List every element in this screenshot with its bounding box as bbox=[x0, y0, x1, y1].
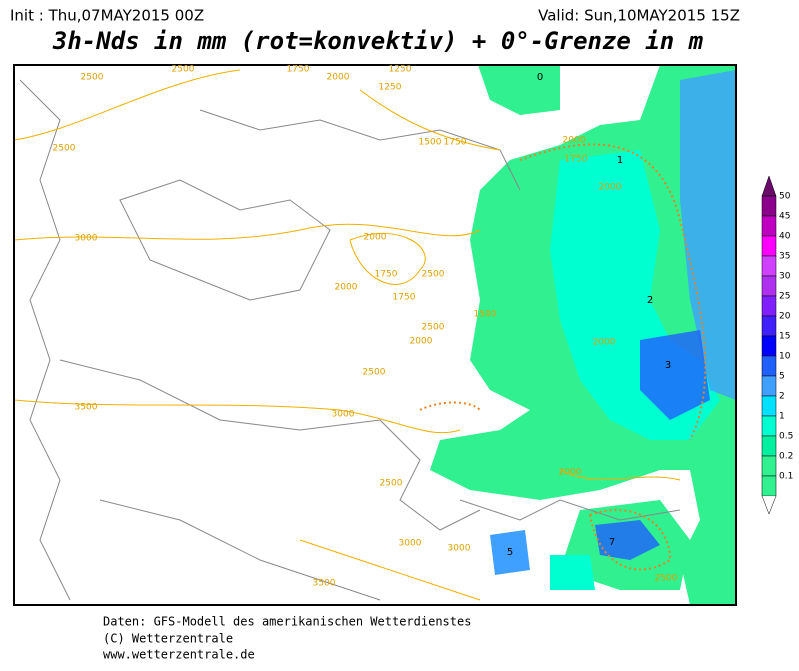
legend-label: 40 bbox=[779, 232, 791, 242]
legend-swatch bbox=[761, 215, 777, 237]
contour-label: 1750 bbox=[375, 270, 398, 280]
legend-swatch bbox=[761, 395, 777, 417]
map-frame bbox=[13, 64, 737, 606]
precip-area bbox=[440, 440, 620, 480]
contour-label: 1750 bbox=[393, 293, 416, 303]
legend-label: 45 bbox=[779, 212, 790, 222]
legend-swatch bbox=[761, 195, 777, 217]
contour-label: 2500 bbox=[380, 479, 403, 489]
legend-top-arrow bbox=[761, 175, 777, 197]
precip-area bbox=[595, 520, 660, 560]
contour-label: 2000 bbox=[335, 283, 358, 293]
legend-label: 35 bbox=[779, 252, 790, 262]
footer-line: www.wetterzentrale.de bbox=[103, 648, 255, 662]
valid-time: Valid: Sun,10MAY2015 15Z bbox=[538, 7, 740, 25]
map-area bbox=[13, 64, 737, 606]
precip-label: 0 bbox=[537, 72, 543, 83]
legend-bottom-arrow bbox=[761, 495, 777, 515]
contour-label: 2000 bbox=[327, 73, 350, 83]
precip-label: 7 bbox=[609, 537, 615, 548]
contour-label: 2000 bbox=[563, 136, 586, 146]
contour-label: 2500 bbox=[53, 144, 76, 154]
contour-label: 3500 bbox=[75, 403, 98, 413]
legend-label: 25 bbox=[779, 292, 790, 302]
init-time: Init : Thu,07MAY2015 00Z bbox=[10, 7, 204, 25]
legend-swatch bbox=[761, 315, 777, 337]
contour-label: 2000 bbox=[593, 338, 616, 348]
legend-swatch bbox=[761, 415, 777, 437]
legend: 50 45 40 35 30 25 20 15 10 5 2 1 0.5 0.2 0.1 bbox=[761, 175, 793, 515]
legend-label: 1 bbox=[779, 412, 785, 422]
legend-label: 30 bbox=[779, 272, 791, 282]
legend-swatch bbox=[761, 435, 777, 457]
contour-label: 2000 bbox=[559, 468, 582, 478]
convective-contours bbox=[419, 143, 707, 571]
legend-swatch bbox=[761, 275, 777, 297]
contour-label: 2000 bbox=[410, 337, 433, 347]
contour-label: 3000 bbox=[399, 539, 422, 549]
legend-label: 2 bbox=[779, 392, 785, 402]
contour-label: 2500 bbox=[422, 270, 445, 280]
precip-area bbox=[550, 555, 595, 590]
legend-swatch bbox=[761, 375, 777, 397]
footer-line: (C) Wetterzentrale bbox=[103, 632, 233, 646]
contour-label: 1250 bbox=[389, 65, 412, 75]
coastlines bbox=[19, 79, 681, 601]
precip-label: 1 bbox=[617, 155, 623, 166]
contour-label: 2000 bbox=[364, 233, 387, 243]
contour-label: 1500 bbox=[419, 138, 442, 148]
precip-label: 2 bbox=[647, 295, 653, 306]
contour-label: 1750 bbox=[565, 155, 588, 165]
contour-label: 1750 bbox=[287, 65, 310, 75]
precip-area bbox=[640, 330, 710, 420]
contour-label: 1750 bbox=[444, 138, 467, 148]
contour-label: 1500 bbox=[474, 310, 497, 320]
precip-area bbox=[478, 65, 560, 115]
precip-label: 3 bbox=[665, 360, 671, 371]
legend-swatch bbox=[761, 355, 777, 377]
legend-label: 15 bbox=[779, 332, 790, 342]
legend-swatch bbox=[761, 335, 777, 357]
legend-label: 20 bbox=[779, 312, 791, 322]
legend-swatch bbox=[761, 235, 777, 257]
contour-label: 2000 bbox=[599, 183, 622, 193]
legend-label: 0.5 bbox=[779, 432, 793, 442]
contour-label: 2500 bbox=[655, 574, 678, 584]
title: 3h-Nds in mm (rot=konvektiv) + 0°-Grenze… bbox=[52, 27, 704, 55]
legend-swatch bbox=[761, 295, 777, 317]
precip-label: 5 bbox=[507, 547, 513, 558]
legend-label: 10 bbox=[779, 352, 791, 362]
precip-area bbox=[680, 70, 736, 400]
contour-label: 2500 bbox=[363, 368, 386, 378]
legend-label: 5 bbox=[779, 372, 785, 382]
contour-label: 3000 bbox=[448, 544, 471, 554]
contour-label: 3000 bbox=[75, 234, 98, 244]
legend-swatch bbox=[761, 475, 777, 497]
freezing-level-contours bbox=[13, 69, 681, 601]
contour-label: 3500 bbox=[313, 579, 336, 589]
legend-label: 0.2 bbox=[779, 452, 793, 462]
contour-label: 2500 bbox=[422, 323, 445, 333]
legend-label: 50 bbox=[779, 192, 791, 202]
legend-swatch bbox=[761, 255, 777, 277]
legend-label: 0.1 bbox=[779, 472, 793, 482]
footer-line: Daten: GFS-Modell des amerikanischen Wet… bbox=[103, 615, 471, 629]
contour-label: 1250 bbox=[379, 83, 402, 93]
contour-label: 3000 bbox=[332, 410, 355, 420]
precip-area bbox=[490, 530, 530, 575]
contour-label: 2500 bbox=[172, 65, 195, 75]
contour-label: 2500 bbox=[81, 73, 104, 83]
legend-swatch bbox=[761, 455, 777, 477]
